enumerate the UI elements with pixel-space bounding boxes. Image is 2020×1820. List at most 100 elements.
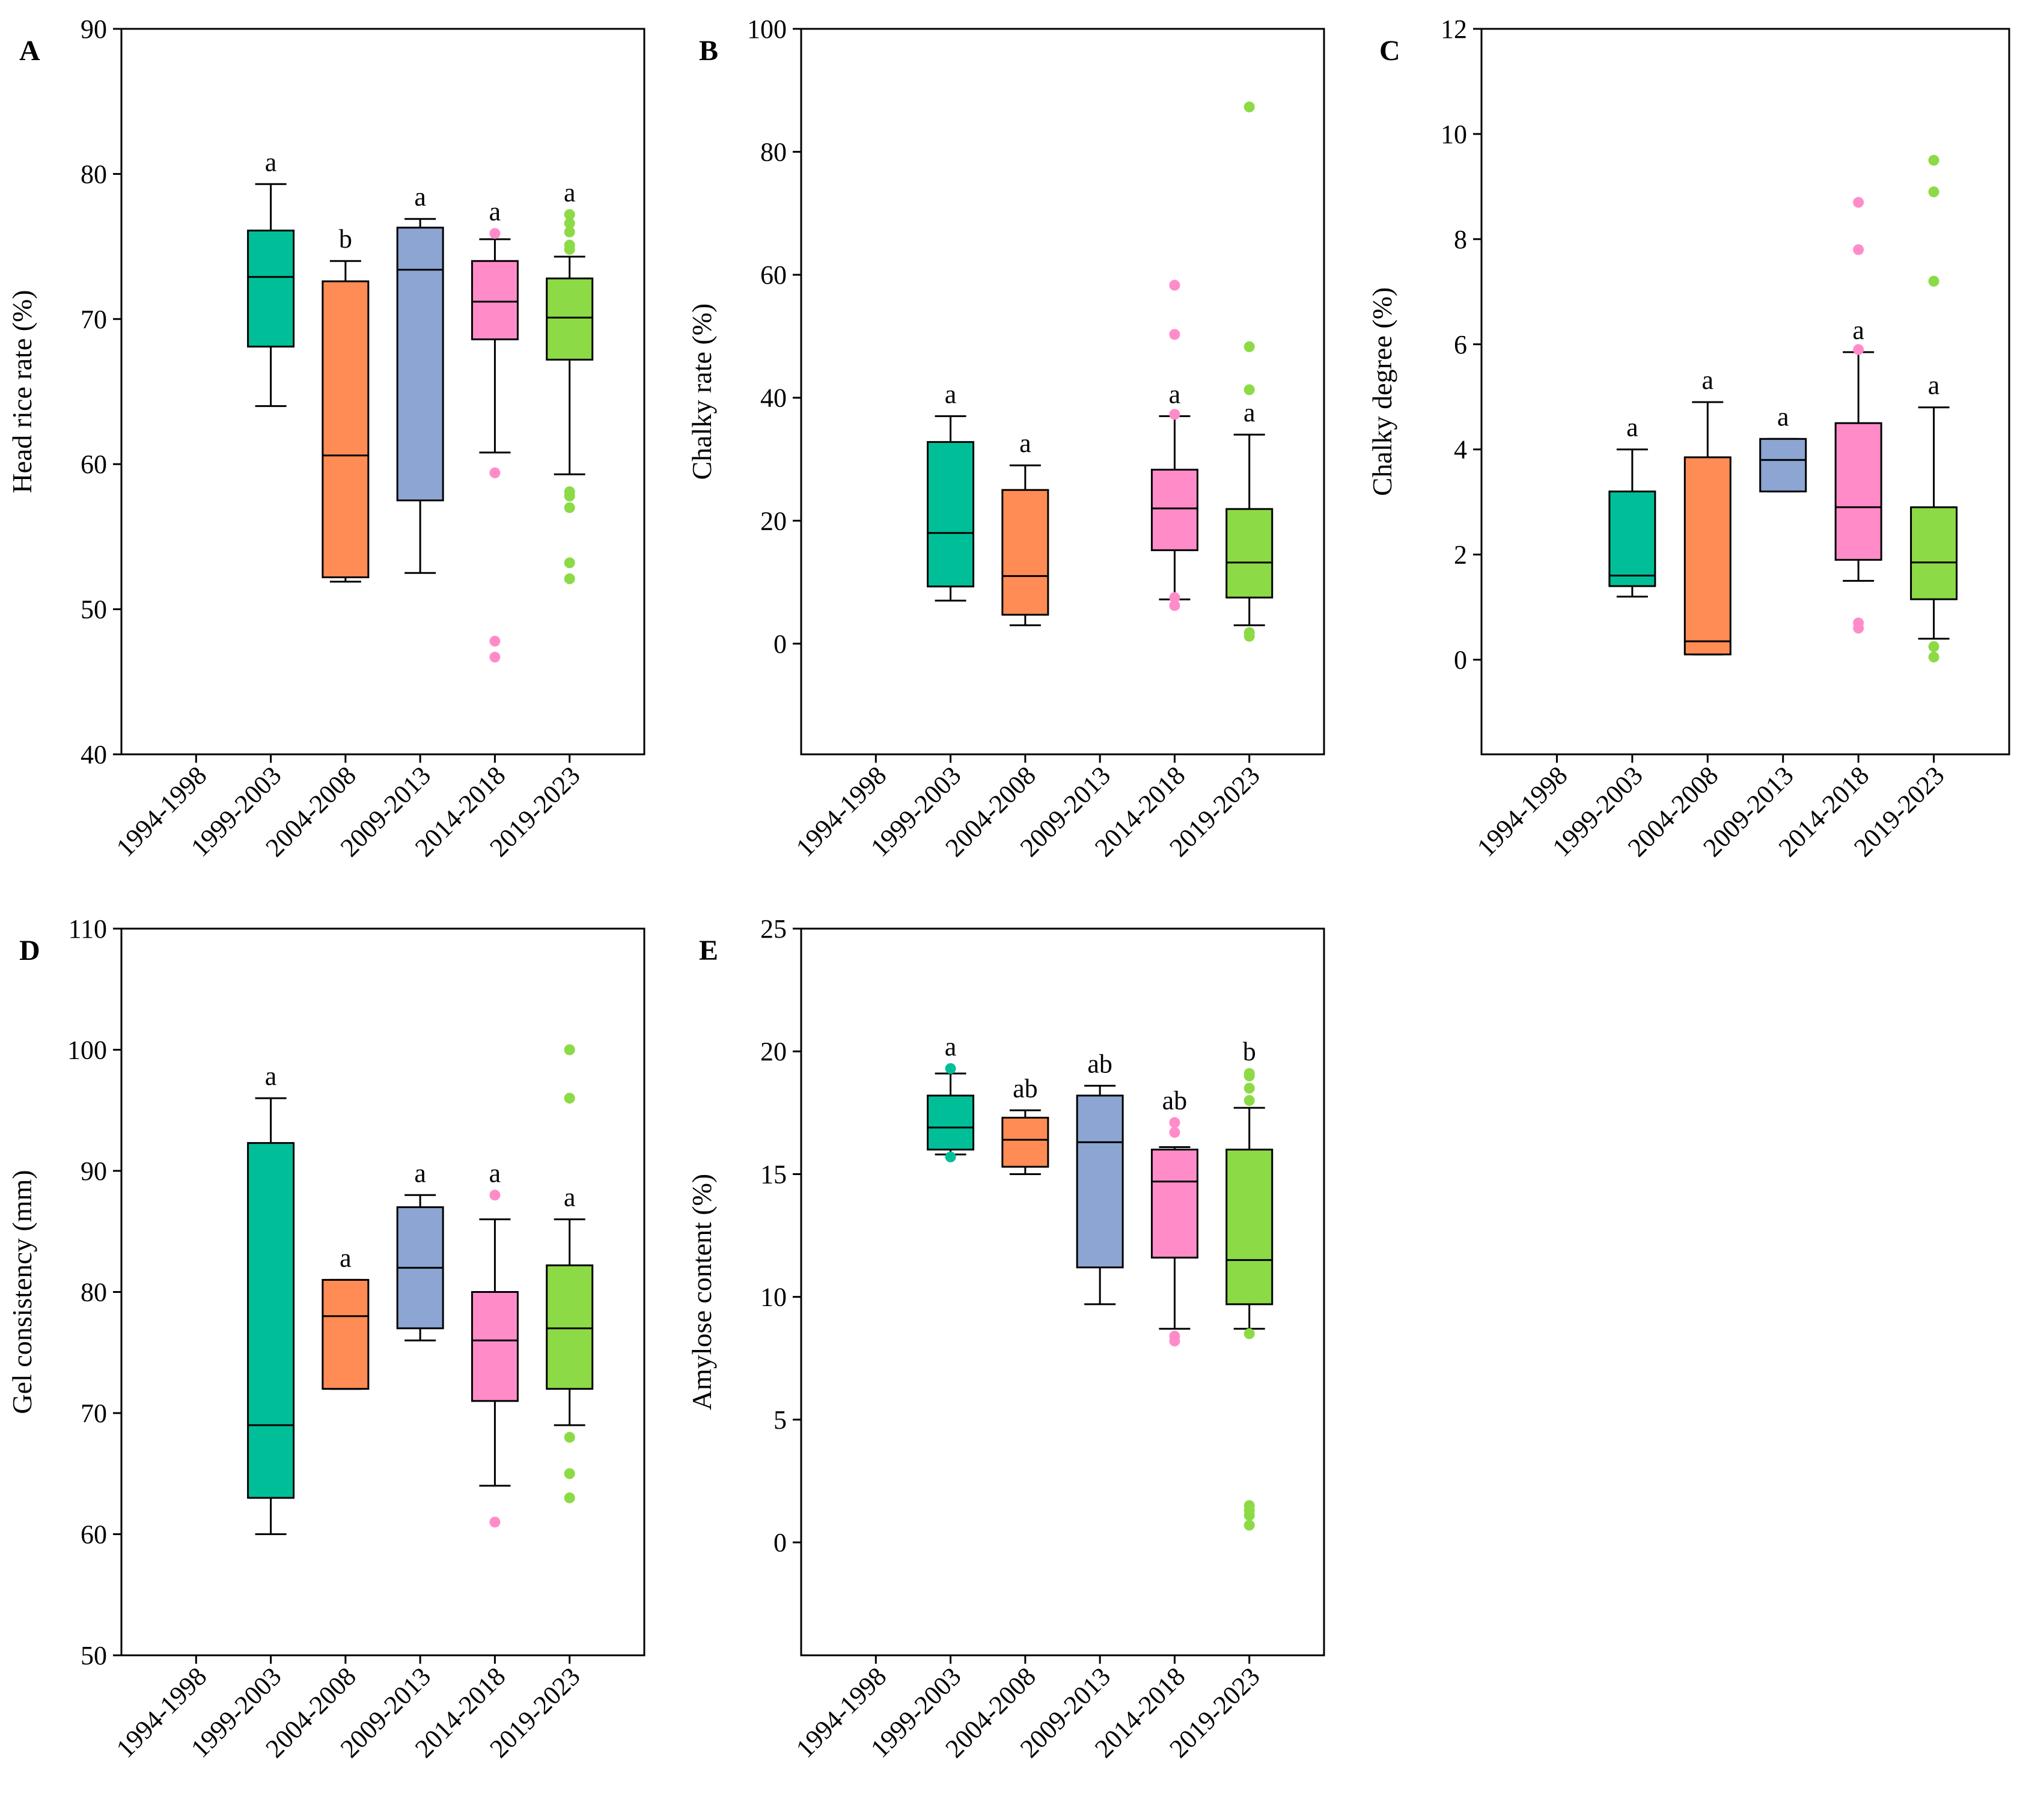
- outlier-point: [1928, 652, 1939, 663]
- significance-letter: a: [1702, 365, 1714, 395]
- iqr-box: [396, 227, 444, 502]
- y-tick-label: 60: [760, 260, 787, 290]
- iqr-box: [546, 1264, 594, 1390]
- outlier-point: [1243, 1095, 1255, 1106]
- iqr-box: [927, 441, 975, 588]
- iqr-box: [546, 277, 594, 361]
- outlier-point: [1853, 623, 1864, 634]
- y-tick-label: 0: [1454, 646, 1467, 675]
- iqr-box: [322, 1278, 370, 1390]
- outlier-point: [1169, 1127, 1180, 1138]
- y-tick-label: 10: [1441, 120, 1467, 149]
- y-tick-label: 10: [760, 1283, 787, 1312]
- outlier-point: [564, 1432, 575, 1443]
- outlier-point: [564, 1044, 575, 1055]
- outlier-point: [1243, 1070, 1255, 1082]
- significance-letter: a: [489, 197, 501, 226]
- y-tick-label: 12: [1441, 14, 1467, 44]
- y-axis-title: Chalky rate (%): [686, 304, 717, 480]
- iqr-box: [322, 280, 370, 578]
- y-tick-label: 4: [1454, 435, 1467, 465]
- outlier-point: [564, 1492, 575, 1504]
- outlier-point: [1169, 329, 1180, 340]
- outlier-point: [564, 1093, 575, 1104]
- box-2014-2018: a: [471, 197, 519, 663]
- y-tick-label: 40: [81, 740, 107, 769]
- box-2019-2023: a: [1225, 101, 1274, 642]
- box-1999-2003: a: [927, 1032, 975, 1162]
- y-axis-title: Chalky degree (%): [1367, 287, 1397, 496]
- box-1999-2003: a: [247, 147, 295, 408]
- panel-letter: E: [699, 935, 718, 966]
- y-tick-label: 80: [81, 1278, 107, 1307]
- outlier-point: [564, 226, 575, 237]
- outlier-point: [564, 1468, 575, 1479]
- iqr-box: [247, 1142, 295, 1499]
- y-tick-label: 20: [760, 506, 787, 536]
- significance-letter: a: [1852, 316, 1864, 345]
- outlier-point: [1243, 631, 1255, 642]
- outlier-point: [1928, 275, 1939, 287]
- outlier-point: [1169, 600, 1180, 611]
- y-axis-title: Head rice rate (%): [7, 290, 37, 493]
- box-1999-2003: a: [927, 379, 975, 602]
- y-tick-label: 70: [81, 1399, 107, 1428]
- y-tick-label: 80: [81, 159, 107, 189]
- plot-frame: [800, 28, 1325, 756]
- outlier-point: [489, 635, 501, 647]
- iqr-box: [927, 1095, 975, 1151]
- iqr-box: [1001, 1117, 1049, 1168]
- significance-letter: a: [564, 1183, 576, 1212]
- outlier-point: [1243, 1519, 1255, 1531]
- outlier-point: [1243, 341, 1255, 352]
- outlier-point: [1853, 197, 1864, 208]
- box-2009-2013: ab: [1076, 1049, 1124, 1305]
- box-2019-2023: a: [546, 1044, 594, 1504]
- outlier-point: [1169, 279, 1180, 291]
- panel-letter: B: [699, 35, 718, 67]
- box-2009-2013: a: [1759, 402, 1807, 493]
- panel-letter: C: [1379, 35, 1400, 67]
- y-tick-label: 0: [774, 1528, 787, 1557]
- iqr-box: [1683, 456, 1732, 656]
- y-tick-label: 25: [760, 914, 787, 944]
- y-tick-label: 110: [69, 914, 107, 944]
- y-tick-label: 15: [760, 1159, 787, 1189]
- iqr-box: [1150, 468, 1198, 551]
- outlier-point: [564, 502, 575, 513]
- outlier-point: [564, 573, 575, 584]
- y-axis-title: Gel consistency (mm): [7, 1170, 37, 1414]
- y-tick-label: 20: [760, 1037, 787, 1066]
- outlier-point: [489, 228, 501, 239]
- significance-letter: a: [489, 1158, 501, 1188]
- outlier-point: [945, 1151, 956, 1162]
- y-tick-label: 2: [1454, 540, 1467, 570]
- iqr-box: [1834, 422, 1882, 561]
- outlier-point: [489, 1189, 501, 1201]
- significance-letter: a: [265, 1061, 277, 1091]
- y-tick-label: 60: [81, 1520, 107, 1550]
- significance-letter: ab: [1013, 1073, 1038, 1103]
- outlier-point: [564, 209, 575, 220]
- iqr-box: [1759, 438, 1807, 493]
- significance-letter: a: [945, 1032, 957, 1061]
- iqr-box: [471, 1291, 519, 1402]
- outlier-point: [564, 490, 575, 502]
- y-tick-label: 6: [1454, 330, 1467, 359]
- significance-letter: a: [414, 1158, 426, 1188]
- panel-letter: D: [19, 935, 40, 966]
- significance-letter: a: [1243, 398, 1256, 427]
- iqr-box: [247, 230, 295, 348]
- y-tick-label: 80: [760, 138, 787, 167]
- significance-letter: a: [1626, 413, 1638, 442]
- outlier-point: [945, 1063, 956, 1074]
- outlier-point: [1853, 344, 1864, 355]
- box-2014-2018: a: [1150, 279, 1198, 611]
- y-tick-label: 90: [81, 14, 107, 44]
- outlier-point: [1169, 1117, 1180, 1128]
- outlier-point: [489, 652, 501, 663]
- box-2019-2023: b: [1225, 1037, 1274, 1531]
- iqr-box: [1225, 508, 1274, 599]
- significance-letter: a: [414, 182, 426, 212]
- outlier-point: [564, 557, 575, 569]
